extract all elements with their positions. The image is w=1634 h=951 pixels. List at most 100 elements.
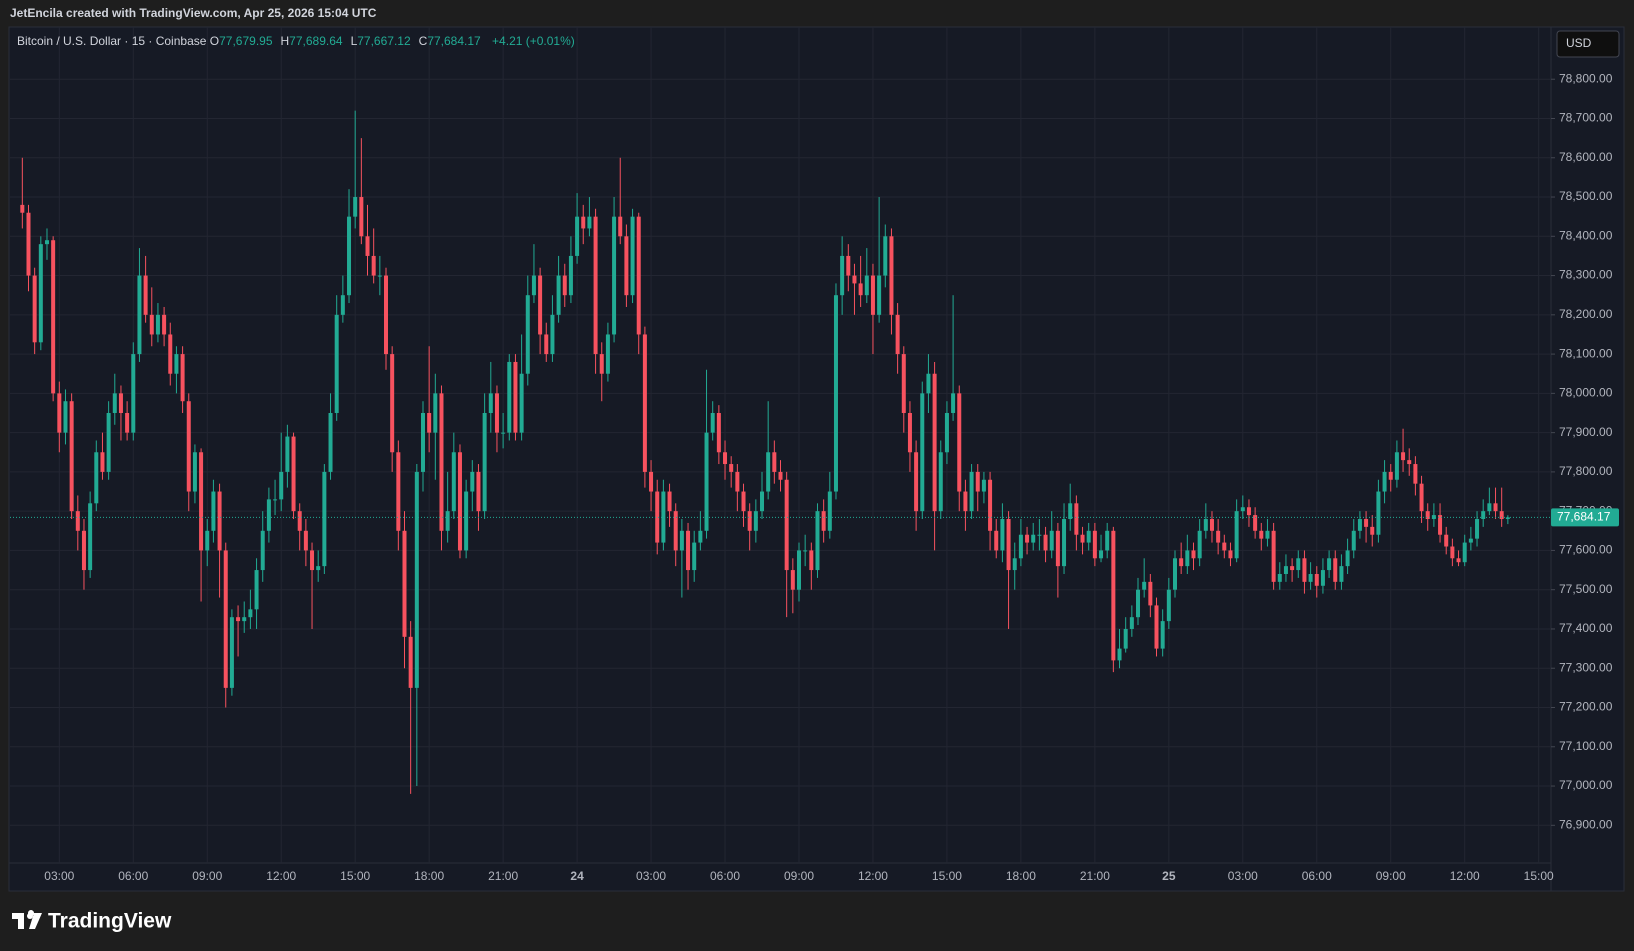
candle-body [1006, 519, 1011, 571]
candle-body [704, 432, 709, 531]
candle-body [488, 393, 493, 413]
candle-body [932, 373, 937, 512]
candle-body [1382, 471, 1387, 492]
candle-body [1505, 517, 1510, 520]
candle-body [217, 491, 222, 551]
candle-body [914, 452, 919, 512]
ohlc-key: C [418, 34, 428, 48]
candle-body [131, 354, 136, 433]
ohlc-value: 77,679.95 [219, 34, 273, 48]
candle-body [1259, 530, 1264, 539]
candle-body [901, 354, 906, 413]
candle-body [1037, 534, 1042, 536]
ohlc: O77,679.95 H77,689.64 L77,667.12 C77,684.17 [210, 34, 489, 48]
candle-body [1049, 530, 1054, 551]
x-tick-label: 18:00 [1006, 869, 1036, 883]
candle-body [1333, 558, 1338, 582]
y-tick-label: 78,800.00 [1559, 71, 1613, 85]
candle-body [38, 244, 43, 343]
candle-body [279, 471, 284, 500]
candle-body [1234, 511, 1239, 559]
candle-body [143, 275, 148, 315]
candle-body [642, 334, 647, 472]
candle-body [266, 499, 271, 531]
x-tick-label: 15:00 [340, 869, 370, 883]
candle-body [760, 491, 765, 512]
x-tick-label: 24 [570, 869, 584, 883]
candle-body [1043, 534, 1048, 551]
candle-body [920, 393, 925, 512]
currency-button[interactable] [1556, 30, 1620, 58]
candle-body [686, 530, 691, 571]
currency[interactable]: USD [1566, 36, 1592, 50]
ohlc-value: 77,689.64 [289, 34, 343, 48]
candle-body [858, 283, 863, 296]
y-tick-label: 78,700.00 [1559, 111, 1613, 125]
candle-body [809, 550, 814, 571]
logo-icon [12, 910, 42, 929]
candle-body [1370, 526, 1375, 535]
candle-body [803, 550, 808, 552]
candle-body [1345, 550, 1350, 567]
candle-body [1129, 617, 1134, 629]
candle-body [1203, 519, 1208, 531]
candle-body [556, 275, 561, 315]
candle-body [883, 236, 888, 276]
candle-body [1228, 550, 1233, 559]
candle-body [75, 511, 80, 531]
candle-body [273, 499, 278, 501]
candle-body [1092, 530, 1097, 559]
candle-body [1068, 503, 1073, 520]
candle-body [1197, 530, 1202, 559]
candle-body [630, 216, 635, 296]
candle-body [729, 464, 734, 472]
candle-body [790, 570, 795, 590]
candle-body [1296, 558, 1301, 571]
candle-body [1401, 452, 1406, 461]
candle-body [229, 617, 234, 688]
candles [10, 110, 1551, 794]
candle-body [396, 452, 401, 531]
candle-body [864, 275, 869, 296]
candle-body [969, 471, 974, 512]
candle-body [833, 295, 838, 492]
candle-body [1302, 558, 1307, 582]
candle-body [174, 354, 179, 374]
logo-dot [27, 913, 33, 919]
candle-body [1018, 534, 1023, 559]
candle-body [784, 479, 789, 571]
candle-body [1117, 648, 1122, 661]
candle-body [723, 452, 728, 465]
y-tick-label: 77,300.00 [1559, 660, 1613, 674]
candle-body [593, 216, 598, 355]
x-tick-label: 09:00 [192, 869, 222, 883]
candle-body [51, 240, 56, 394]
candle-body [1055, 530, 1060, 567]
y-tick-label: 78,300.00 [1559, 268, 1613, 282]
candle-body [20, 204, 25, 213]
x-tick-label: 12:00 [1450, 869, 1480, 883]
candle-body [1246, 507, 1251, 516]
candle-body [408, 636, 413, 688]
candle-body [26, 212, 31, 276]
y-tick-label: 78,100.00 [1559, 346, 1613, 360]
candle-body [94, 452, 99, 504]
candle-body [655, 491, 660, 543]
candle-body [1000, 519, 1005, 551]
candle-body [877, 275, 882, 315]
candle-body [1357, 519, 1362, 531]
candle-body [661, 491, 666, 543]
candle-body [581, 216, 586, 229]
candle-body [636, 216, 641, 335]
candle-body [698, 530, 703, 543]
x-tick-label: 15:00 [932, 869, 962, 883]
candle-body [1160, 621, 1165, 649]
candle-body [550, 314, 555, 355]
candle-body [1327, 558, 1332, 571]
candle-body [624, 236, 629, 296]
candle-body [772, 452, 777, 472]
candle-body [1487, 503, 1492, 512]
y-tick-label: 77,600.00 [1559, 543, 1613, 557]
